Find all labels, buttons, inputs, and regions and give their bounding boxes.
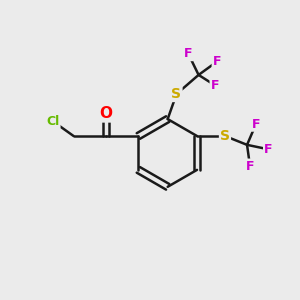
Text: F: F xyxy=(211,79,219,92)
Text: S: S xyxy=(220,129,230,143)
Text: F: F xyxy=(246,160,254,172)
Text: F: F xyxy=(252,118,260,131)
Text: F: F xyxy=(264,143,272,156)
Text: F: F xyxy=(184,47,193,60)
Text: F: F xyxy=(213,55,221,68)
Text: Cl: Cl xyxy=(46,115,60,128)
Text: S: S xyxy=(172,87,182,101)
Text: O: O xyxy=(100,106,112,122)
